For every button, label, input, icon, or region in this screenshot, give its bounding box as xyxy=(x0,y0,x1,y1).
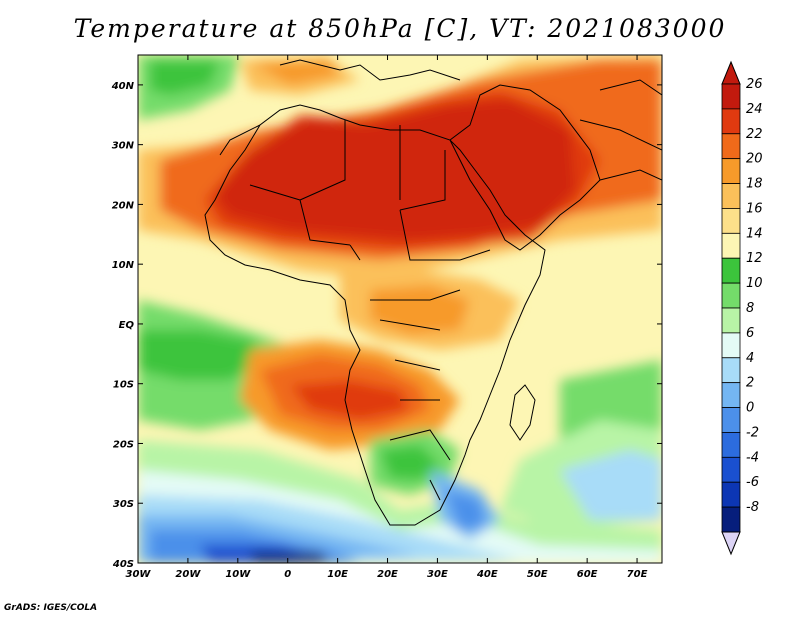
lat-tick-label: 40N xyxy=(111,81,135,92)
colorbar-swatch xyxy=(721,481,741,508)
colorbar-swatch xyxy=(721,158,741,184)
colorbar-label: 18 xyxy=(746,177,763,192)
lon-tick-label: 70E xyxy=(627,569,648,580)
lat-tick-label: 30N xyxy=(112,141,135,152)
colorbar-label: 26 xyxy=(746,77,763,92)
map-title: Temperature at 850hPa [C], VT: 202108300… xyxy=(73,14,727,43)
colorbar-swatch xyxy=(721,407,741,433)
lat-tick-label: 10N xyxy=(112,260,135,271)
colorbar-swatch xyxy=(721,307,741,334)
colorbar-label: 4 xyxy=(746,351,754,366)
colorbar-label: 24 xyxy=(746,102,763,117)
colorbar-swatch xyxy=(721,456,741,483)
colorbar-label: 0 xyxy=(746,401,754,416)
lon-tick-label: 10E xyxy=(327,569,348,580)
colorbar-label: 20 xyxy=(746,152,763,167)
colorbar-label: 6 xyxy=(746,326,754,341)
colorbar-label: -4 xyxy=(746,450,759,465)
longitude-axis: 30W 20W 10W 0 10E 20E 30E 40E 50E 60E 70E xyxy=(126,55,648,580)
colorbar-label: 2 xyxy=(746,376,754,391)
colorbar-swatch xyxy=(721,506,741,533)
colorbar-swatch xyxy=(721,232,741,259)
lat-tick-label: 20S xyxy=(113,439,134,450)
lon-tick-label: 0 xyxy=(284,569,291,580)
lon-tick-label: 40E xyxy=(476,569,498,580)
colorbar-label: 8 xyxy=(746,301,754,316)
colorbar-label: -8 xyxy=(746,500,759,515)
lon-tick-label: 60E xyxy=(577,569,598,580)
lat-tick-label: 40S xyxy=(112,559,134,570)
colorbar-label: 14 xyxy=(746,226,763,241)
colorbar-bottom-arrow xyxy=(721,531,741,556)
lat-tick-label: 20N xyxy=(112,200,135,211)
lon-tick-label: 30W xyxy=(126,569,152,580)
colorbar-top-arrow xyxy=(721,60,741,85)
map-frame xyxy=(137,54,663,564)
colorbar-swatch xyxy=(721,382,741,408)
colorbar-label: -6 xyxy=(746,475,759,490)
colorbar-swatch xyxy=(721,257,741,284)
colorbar-swatch xyxy=(721,133,741,160)
lat-tick-label: 10S xyxy=(113,380,134,391)
lat-tick-label: EQ xyxy=(119,320,135,331)
lon-tick-label: 10W xyxy=(225,569,251,580)
lon-tick-label: 30E xyxy=(427,569,448,580)
colorbar-swatch xyxy=(721,282,741,309)
colorbar-label: 22 xyxy=(746,127,763,142)
colorbar-swatch xyxy=(721,432,741,458)
lon-tick-label: 20W xyxy=(175,569,201,580)
colorbar-label: 10 xyxy=(746,276,763,291)
lon-tick-label: 50E xyxy=(527,569,548,580)
colorbar-swatch xyxy=(721,183,741,209)
colorbar-swatch xyxy=(721,208,741,234)
credit-text: GrADS: IGES/COLA xyxy=(4,603,98,613)
lon-tick-label: 20E xyxy=(377,569,398,580)
colorbar-swatch xyxy=(721,83,741,110)
colorbar-label: 12 xyxy=(746,251,763,266)
colorbar-swatch xyxy=(721,332,741,359)
colorbar-swatch xyxy=(721,357,741,384)
colorbar-label: -2 xyxy=(746,425,759,440)
lat-tick-label: 30S xyxy=(113,499,134,510)
temperature-field xyxy=(138,55,662,563)
coastline-borders xyxy=(204,59,662,526)
colorbar-label: 16 xyxy=(746,201,763,216)
latitude-axis: 40N 30N 20N 10N EQ 10S 20S 30S 40S xyxy=(111,81,662,570)
colorbar-swatch xyxy=(721,108,741,135)
